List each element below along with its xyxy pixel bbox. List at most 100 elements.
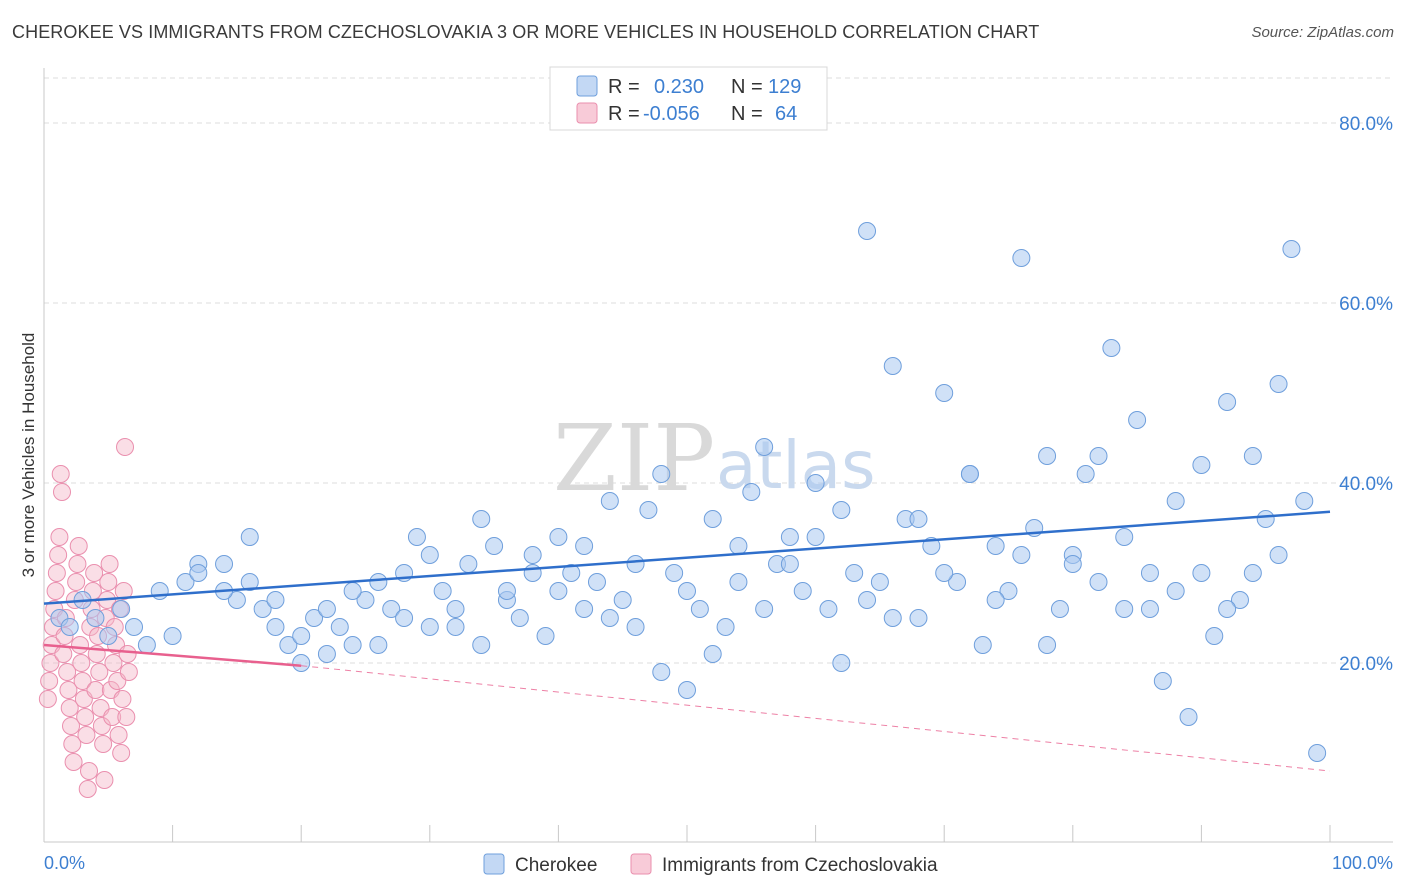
cherokee-point-41 bbox=[587, 573, 606, 591]
cherokee-point-15 bbox=[253, 600, 272, 618]
cherokee-point-14 bbox=[240, 573, 259, 591]
cherokee-point-53 bbox=[742, 483, 761, 501]
czechoslovakia-point-23 bbox=[68, 555, 87, 573]
cherokee-point-52 bbox=[729, 537, 748, 555]
cherokee-point-131 bbox=[1038, 636, 1057, 654]
x-tick-labels: 0.0% 100.0% bbox=[44, 853, 1393, 873]
legend-n-label-cherokee: N = bbox=[731, 76, 763, 98]
cherokee-point-63 bbox=[870, 573, 889, 591]
legend-r-value-czechoslovakia: -0.056 bbox=[643, 103, 700, 125]
czechoslovakia-point-17 bbox=[60, 699, 79, 717]
legend-n-label-czechoslovakia: N = bbox=[731, 103, 763, 125]
cherokee-point-107 bbox=[420, 546, 439, 564]
cherokee-point-4 bbox=[99, 627, 118, 645]
cherokee-point-6 bbox=[125, 618, 144, 636]
cherokee-point-62 bbox=[858, 222, 877, 240]
cherokee-point-127 bbox=[935, 564, 954, 582]
cherokee-point-115 bbox=[626, 618, 645, 636]
czechoslovakia-point-7 bbox=[47, 564, 66, 582]
czechoslovakia-point-24 bbox=[69, 537, 88, 555]
bottom-legend-label-cherokee: Cherokee bbox=[515, 855, 597, 876]
cherokee-point-123 bbox=[832, 654, 851, 672]
cherokee-point-97 bbox=[1308, 744, 1327, 762]
cherokee-point-39 bbox=[562, 564, 581, 582]
cherokee-point-32 bbox=[472, 636, 491, 654]
cherokee-point-37 bbox=[536, 627, 555, 645]
chart-title: CHEROKEE VS IMMIGRANTS FROM CZECHOSLOVAK… bbox=[12, 22, 1040, 42]
czechoslovakia-point-57 bbox=[112, 744, 131, 762]
cherokee-point-40 bbox=[575, 537, 594, 555]
cherokee-point-124 bbox=[858, 591, 877, 609]
czechoslovakia-point-55 bbox=[109, 726, 128, 744]
cherokee-point-10 bbox=[176, 573, 195, 591]
czechoslovakia-point-20 bbox=[64, 753, 83, 771]
cherokee-point-20 bbox=[317, 645, 336, 663]
cherokee-point-118 bbox=[703, 645, 722, 663]
cherokee-point-35 bbox=[510, 609, 529, 627]
cherokee-point-106 bbox=[395, 609, 414, 627]
legend-r-label-czechoslovakia: R = bbox=[608, 103, 640, 125]
cherokee-point-113 bbox=[575, 600, 594, 618]
cherokee-point-95 bbox=[1282, 240, 1301, 258]
cherokee-point-114 bbox=[600, 492, 619, 510]
cherokee-point-30 bbox=[446, 600, 465, 618]
cherokee-point-36 bbox=[523, 546, 542, 564]
czechoslovakia-point-30 bbox=[77, 726, 96, 744]
cherokee-point-117 bbox=[678, 681, 696, 699]
czechoslovakia-point-22 bbox=[67, 573, 86, 591]
cherokee-point-79 bbox=[1076, 465, 1095, 483]
cherokee-point-18 bbox=[292, 627, 311, 645]
czechoslovakia-point-10 bbox=[51, 465, 70, 483]
cherokee-point-48 bbox=[678, 582, 696, 600]
y-tick-label-1: 40.0% bbox=[1339, 474, 1393, 495]
czechoslovakia-point-58 bbox=[113, 690, 132, 708]
cherokee-point-76 bbox=[1038, 447, 1057, 465]
cherokee-point-46 bbox=[652, 465, 671, 483]
y-tick-label-0: 20.0% bbox=[1339, 654, 1393, 675]
cherokee-point-74 bbox=[1012, 249, 1031, 267]
czechoslovakia-trend-line bbox=[43, 643, 302, 667]
cherokee-point-5 bbox=[112, 600, 131, 618]
cherokee-trend-line bbox=[43, 510, 1331, 605]
cherokee-point-101 bbox=[266, 591, 285, 609]
source-label: Source: ZipAtlas.com bbox=[1251, 24, 1394, 41]
czechoslovakia-point-2 bbox=[41, 654, 60, 672]
legend-swatch-czechoslovakia bbox=[576, 102, 598, 124]
bottom-legend: Cherokee Immigrants from Czechoslovakia bbox=[483, 853, 938, 876]
czechoslovakia-point-44 bbox=[95, 771, 114, 789]
cherokee-point-29 bbox=[433, 582, 452, 600]
cherokee-point-3 bbox=[86, 609, 105, 627]
czechoslovakia-point-0 bbox=[38, 690, 57, 708]
cherokee-point-9 bbox=[163, 627, 182, 645]
cherokee-point-102 bbox=[292, 654, 311, 672]
cherokee-point-90 bbox=[1218, 393, 1237, 411]
cherokee-point-94 bbox=[1269, 375, 1288, 393]
cherokee-point-45 bbox=[639, 501, 658, 519]
cherokee-point-47 bbox=[665, 564, 684, 582]
cherokee-point-119 bbox=[729, 573, 748, 591]
cherokee-point-86 bbox=[1166, 492, 1185, 510]
cherokee-point-92 bbox=[1243, 447, 1262, 465]
czechoslovakia-point-9 bbox=[50, 528, 69, 546]
cherokee-point-88 bbox=[1192, 564, 1211, 582]
czechoslovakia-point-42 bbox=[92, 717, 111, 735]
points-cherokee bbox=[50, 222, 1327, 762]
cherokee-point-12 bbox=[215, 555, 234, 573]
czechoslovakia-point-50 bbox=[103, 708, 122, 726]
czechoslovakia-point-47 bbox=[99, 573, 118, 591]
czechoslovakia-point-43 bbox=[94, 735, 113, 753]
cherokee-point-25 bbox=[382, 600, 401, 618]
czechoslovakia-point-63 bbox=[119, 663, 138, 681]
czechoslovakia-point-16 bbox=[59, 681, 78, 699]
cherokee-point-120 bbox=[755, 600, 774, 618]
cherokee-point-109 bbox=[472, 510, 491, 528]
cherokee-point-21 bbox=[330, 618, 349, 636]
cherokee-point-121 bbox=[780, 555, 799, 573]
czechoslovakia-point-51 bbox=[104, 654, 123, 672]
cherokee-point-140 bbox=[1269, 546, 1288, 564]
cherokee-point-69 bbox=[948, 573, 967, 591]
cherokee-point-58 bbox=[806, 474, 825, 492]
y-axis-label: 3 or more Vehicles in Household bbox=[19, 333, 38, 578]
czechoslovakia-point-32 bbox=[80, 762, 99, 780]
